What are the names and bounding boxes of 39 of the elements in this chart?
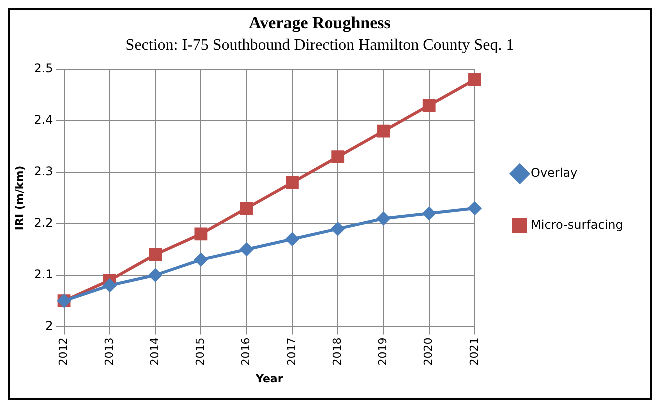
y-tick-label: 2.3 [34,164,54,179]
y-tick-label: 2 [46,318,54,333]
chart-title: Average Roughness [249,14,392,33]
x-tick-label: 2012 [57,338,70,366]
legend-label: Micro-surfacing [531,218,624,232]
x-tick-label: 2013 [102,338,116,366]
x-axis-title: Year [255,372,284,386]
x-tick-label: 2014 [148,338,162,366]
x-tick-label: 2015 [194,338,208,366]
point [332,150,345,164]
point [422,207,436,220]
point [286,232,299,246]
x-tick-label: 2021 [468,338,481,366]
x-tick-label: 2018 [330,338,344,366]
point [103,279,116,292]
point [332,222,345,236]
x-tick-label: 2020 [422,338,436,366]
point [377,212,390,226]
point [377,124,390,138]
point [468,73,482,86]
point [194,228,208,241]
point [149,248,162,262]
point [286,176,299,190]
x-tick-label: 2017 [285,338,298,366]
y-tick-label: 2.4 [34,113,54,128]
x-tick-label: 2016 [240,338,253,366]
point [149,268,162,282]
legend-label: Overlay [531,166,578,180]
y-tick-label: 2.1 [34,267,54,282]
point [422,99,436,112]
y-tick-label: 2.2 [34,216,54,230]
point [240,243,254,256]
point [468,202,482,215]
point [240,202,254,215]
point [194,253,208,266]
y-tick-label: 2.5 [34,62,54,76]
x-tick-label: 2019 [376,338,390,366]
chart-subtitle: Section: I-75 Southbound Direction Hamilton County Seq. 1 [126,37,514,54]
y-axis-title: IRI (m/km) [13,166,26,231]
